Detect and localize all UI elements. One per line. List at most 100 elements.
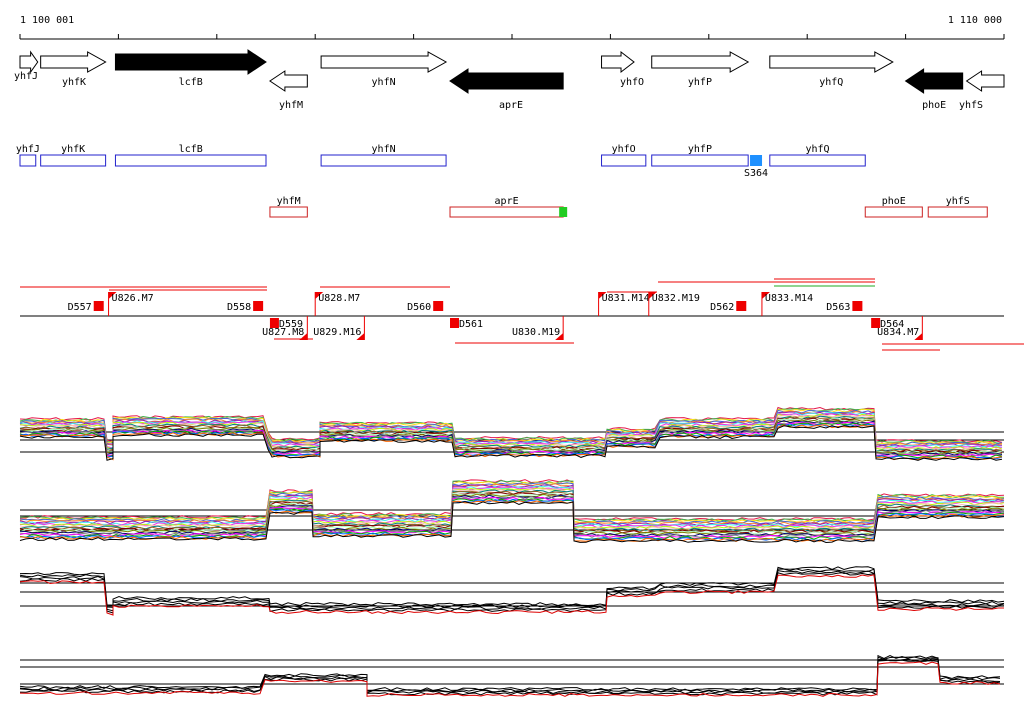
ruler-start-label: 1 100 001	[20, 15, 74, 26]
flag-head	[761, 292, 770, 299]
segment-label: D560	[407, 302, 431, 313]
gene-label: phoE	[922, 100, 946, 111]
flag-head	[555, 333, 564, 340]
gene-label: yhfS	[959, 100, 983, 111]
flag-label: U831.M14	[602, 293, 650, 304]
gene-label: yhfN	[372, 77, 396, 88]
expression-trace	[19, 423, 1003, 460]
forward-strand-box-track[interactable]: yhfJ yhfK lcfB yhfN yhfO yhfP yhfQ S364	[16, 144, 866, 179]
reverse-box-label: yhfS	[946, 196, 970, 207]
forward-box-label: lcfB	[179, 144, 203, 155]
segment-label: D563	[826, 302, 850, 313]
expression-trace	[19, 412, 1003, 449]
reverse-box	[449, 206, 564, 218]
gene-label: yhfK	[62, 77, 86, 88]
expression-trace	[19, 490, 1005, 533]
flag-head	[299, 333, 308, 340]
segment-label: D558	[227, 302, 251, 313]
gene-label: yhfP	[688, 77, 712, 88]
reverse-box	[927, 206, 988, 218]
expression-trace	[19, 656, 1001, 693]
forward-box-label: yhfN	[372, 144, 396, 155]
reverse-box-label: phoE	[882, 196, 906, 207]
terminator-marker	[559, 207, 568, 217]
forward-box-label: yhfK	[61, 144, 85, 155]
coordinate-ruler	[19, 34, 1005, 40]
expression-trace	[19, 480, 1005, 523]
gene-arrow	[269, 70, 308, 92]
gene-arrow	[320, 51, 448, 73]
gene-arrow	[904, 68, 964, 94]
gene-label: aprE	[499, 100, 523, 111]
flag-label: U826.M7	[112, 293, 154, 304]
gene-arrow	[769, 51, 894, 73]
gene-label: yhfO	[620, 77, 644, 88]
forward-box-label: yhfO	[612, 144, 636, 155]
segment-label: D561	[459, 319, 483, 330]
flag-head	[598, 292, 607, 299]
expression-trace	[19, 570, 1005, 612]
flag-head	[315, 292, 324, 299]
expression-trace	[19, 484, 1005, 527]
expression-trace	[20, 421, 1003, 458]
forward-box	[320, 154, 447, 167]
forward-box	[114, 154, 267, 167]
segment-label: D564	[880, 319, 904, 330]
gene-arrow	[40, 51, 107, 73]
segment-marker	[852, 301, 863, 311]
forward-box-label: yhfP	[688, 144, 712, 155]
reverse-box	[864, 206, 923, 218]
expression-trace	[19, 654, 1001, 692]
expression-trace	[19, 488, 1005, 531]
expression-trace	[19, 661, 1001, 697]
gene-arrow-track[interactable]: yhfJ yhfK lcfB yhfM yhfN aprE yhfO yhfP yhfQ phoE…	[14, 49, 1005, 111]
expression-trace	[19, 658, 1001, 695]
segment-label: D562	[710, 302, 734, 313]
expression-trace	[19, 406, 1003, 443]
expression-trace	[19, 501, 1005, 544]
gene-label: yhfJ	[14, 71, 38, 82]
reverse-strand-box-track[interactable]: yhfM aprE phoE yhfS	[269, 196, 988, 218]
flag-label: U827.M8	[262, 327, 304, 338]
flag-label: U828.M7	[318, 293, 360, 304]
ruler-end-label: 1 110 000	[948, 15, 1002, 26]
reverse-box	[269, 206, 308, 218]
segment-marker	[450, 318, 460, 328]
segment-marker	[253, 301, 264, 311]
flag-head	[356, 333, 365, 340]
flag-head	[914, 333, 923, 340]
segment-marker	[269, 318, 279, 328]
gene-arrow	[651, 51, 750, 73]
flag-label: U833.M14	[765, 293, 813, 304]
segment-marker	[736, 301, 747, 311]
gene-label: lcfB	[179, 77, 203, 88]
expression-panels	[19, 406, 1005, 697]
segment-label: D559	[279, 319, 303, 330]
expression-trace	[19, 482, 1005, 525]
expression-trace	[19, 574, 1004, 616]
flag-head	[648, 292, 657, 299]
reverse-box-label: aprE	[495, 196, 519, 207]
gene-arrow	[19, 50, 39, 74]
expression-trace	[19, 425, 1003, 461]
forward-box	[651, 154, 749, 167]
segment-label: D557	[68, 302, 92, 313]
segment-marker	[93, 301, 104, 311]
expression-trace	[19, 498, 1005, 541]
forward-box-label: yhfJ	[16, 144, 40, 155]
flag-label: U832.M19	[652, 293, 700, 304]
segment-marker	[433, 301, 444, 311]
sigma-site-label: S364	[744, 168, 768, 179]
expression-trace	[19, 491, 1005, 534]
expression-trace	[19, 566, 1005, 607]
expression-trace	[19, 568, 1005, 608]
flag-label: U830.M19	[512, 327, 560, 338]
sigma-site-marker	[750, 155, 763, 166]
forward-box	[40, 154, 107, 167]
transcription-segment-track[interactable]: D557 D558 D560 D562 D563 D559 D561 D564 U826.M7 U…	[20, 278, 1024, 351]
flag-label: U829.M16	[313, 327, 361, 338]
flag-label: U834.M7	[877, 327, 919, 338]
expression-trace	[19, 495, 1005, 538]
expression-trace	[19, 489, 1005, 532]
